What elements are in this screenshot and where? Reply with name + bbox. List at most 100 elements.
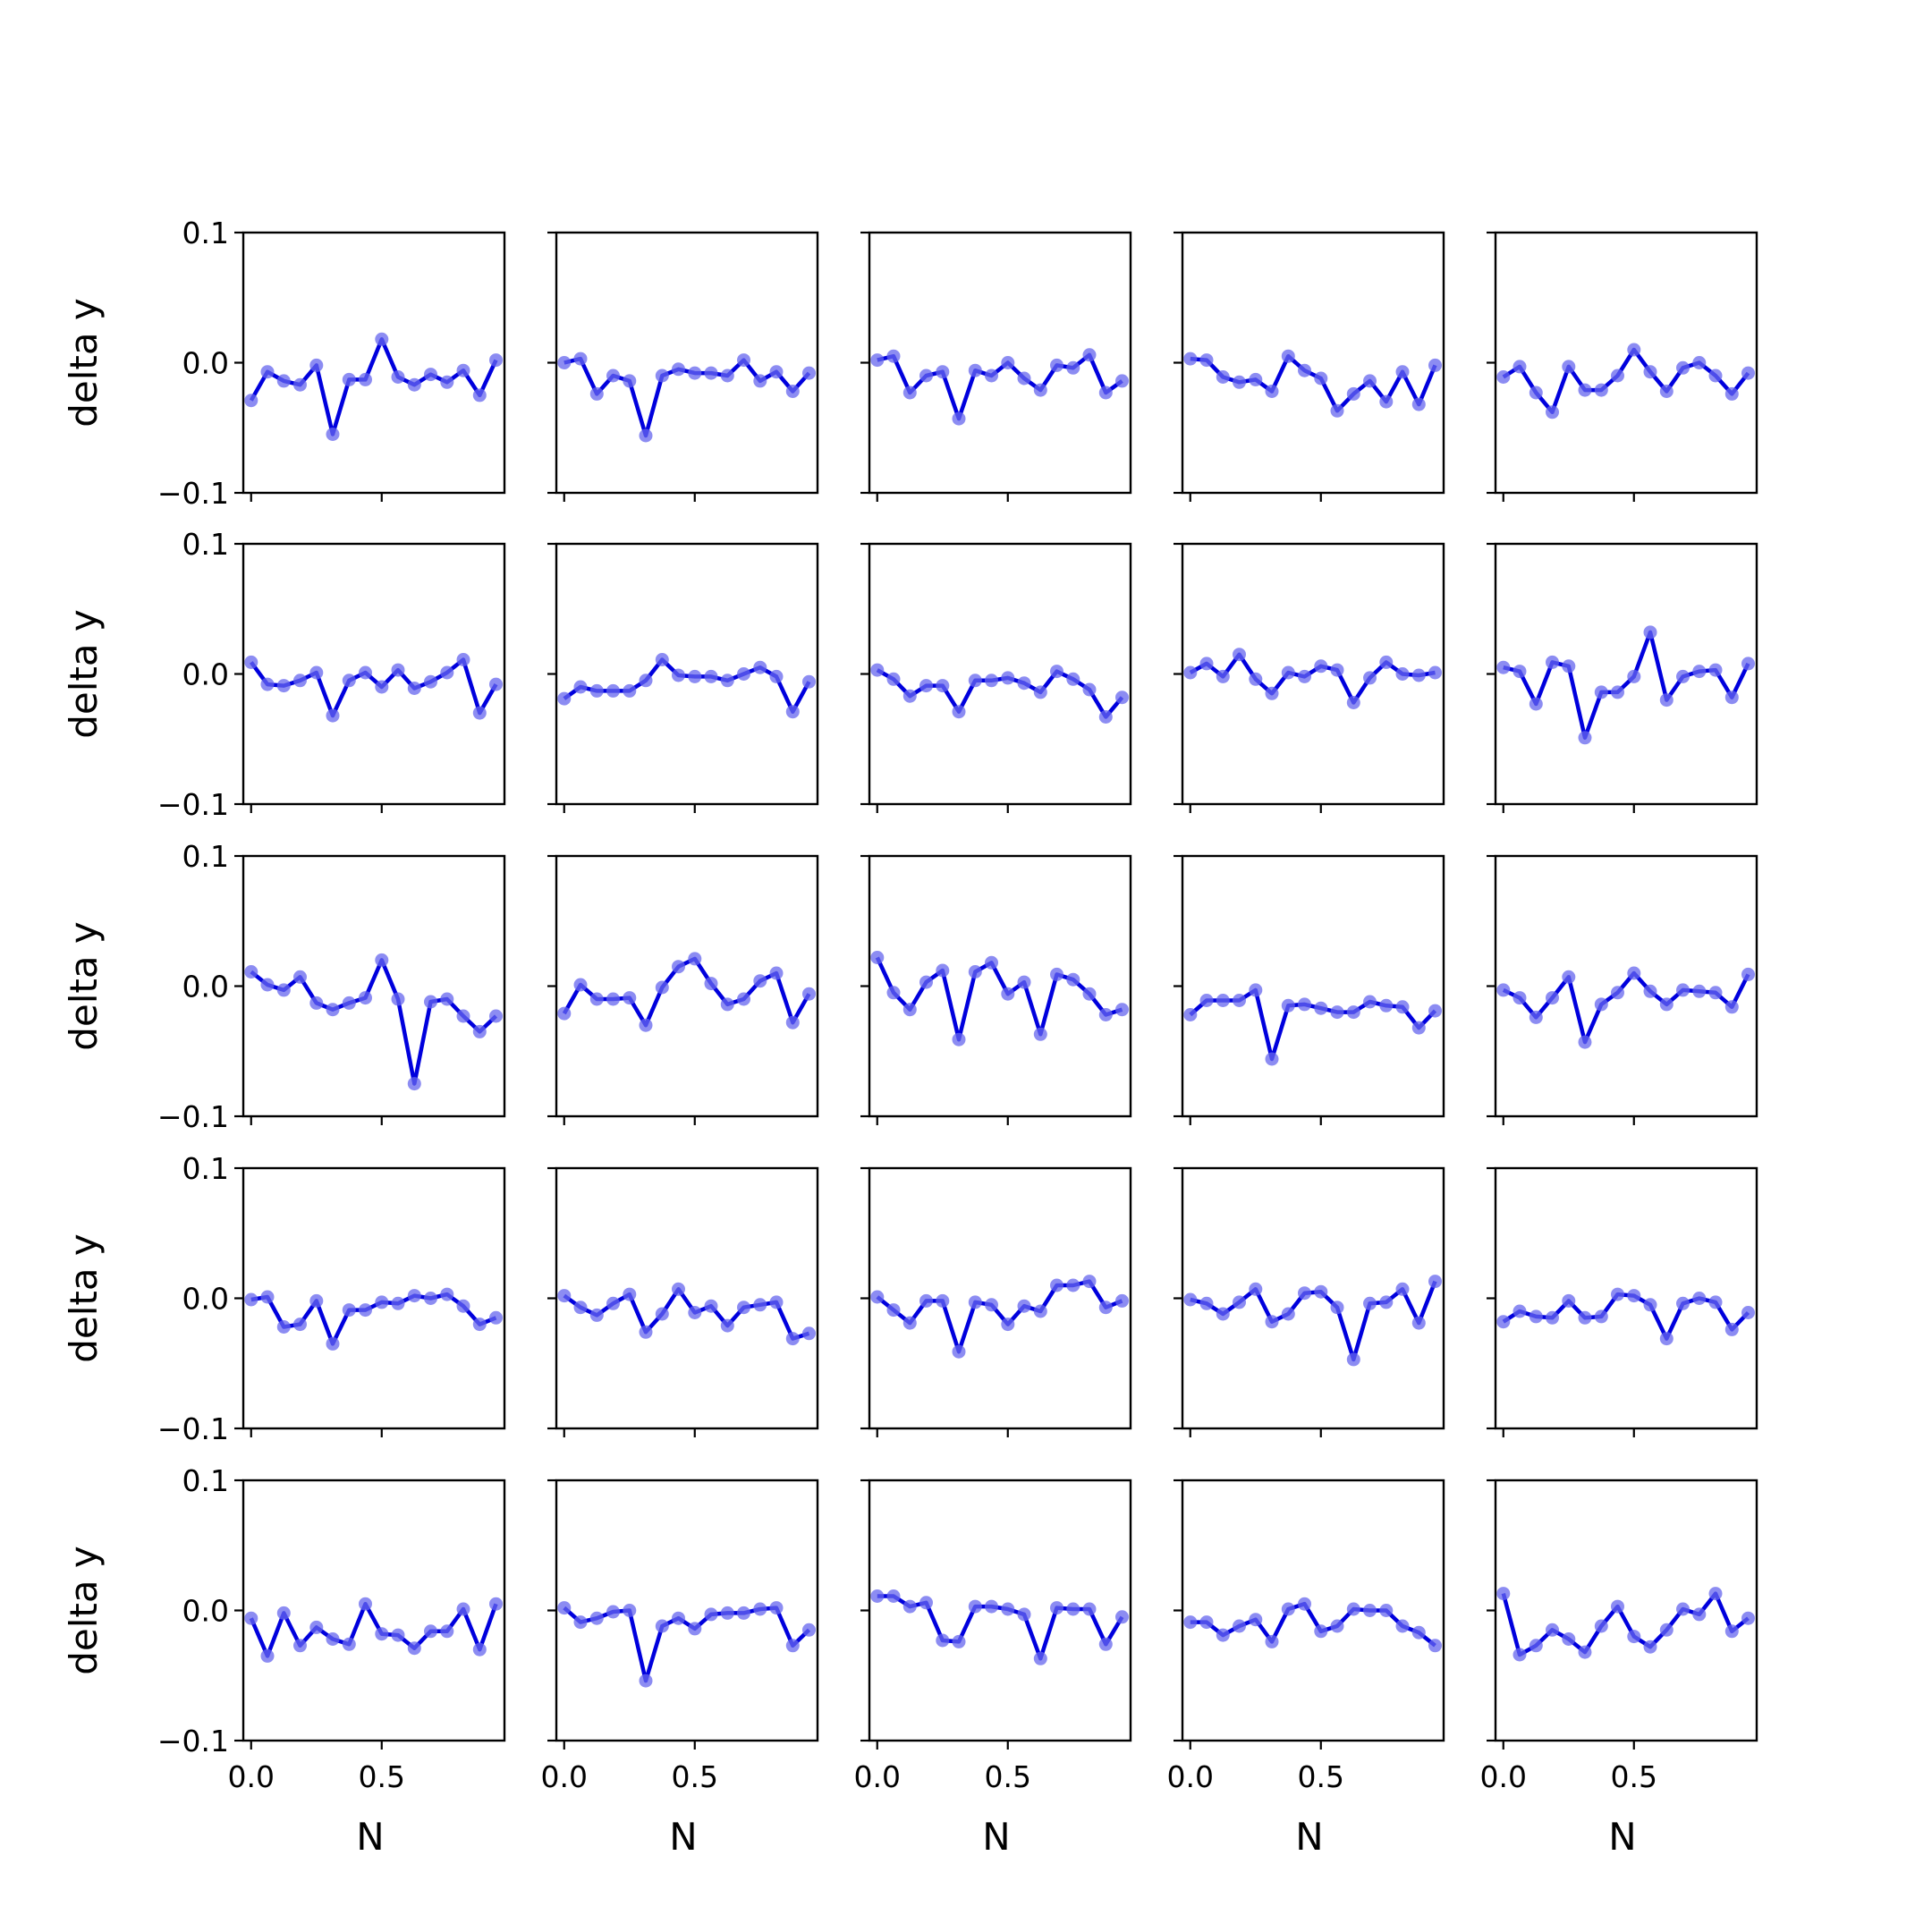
data-point xyxy=(309,358,324,372)
subplot-r2-c4 xyxy=(1174,542,1445,813)
data-point xyxy=(440,665,454,680)
series-line xyxy=(877,1594,1124,1661)
data-point xyxy=(589,683,604,698)
data-point xyxy=(704,366,718,380)
data-point xyxy=(1411,668,1426,682)
data-point xyxy=(1363,374,1377,388)
data-point xyxy=(1627,1630,1641,1644)
data-point xyxy=(672,960,685,974)
data-point xyxy=(244,1611,258,1625)
data-point xyxy=(1281,1602,1295,1616)
subplot-r3-c2 xyxy=(547,854,819,1125)
subplot-r1-c2 xyxy=(547,231,819,502)
data-point xyxy=(1199,353,1214,368)
data-point xyxy=(260,677,275,691)
x-tick-label: 0.0 xyxy=(1167,1759,1214,1794)
data-point xyxy=(623,1604,637,1617)
data-point xyxy=(688,669,702,683)
data-point xyxy=(606,369,620,383)
axes-frame xyxy=(555,854,819,1118)
data-point xyxy=(1066,360,1080,375)
data-point xyxy=(1741,1306,1755,1319)
data-point xyxy=(440,1287,454,1301)
data-point xyxy=(1066,972,1080,987)
data-point xyxy=(424,368,437,382)
y-tick-label: 0.1 xyxy=(182,216,229,250)
data-point xyxy=(1578,1035,1592,1049)
series-line xyxy=(249,337,498,436)
data-point xyxy=(1363,1296,1377,1310)
data-point xyxy=(623,991,637,1005)
data-point xyxy=(1611,986,1624,1000)
data-point xyxy=(1033,383,1047,397)
y-axis-label: delta y xyxy=(62,921,106,1051)
x-tick-label: 0.0 xyxy=(228,1759,275,1794)
data-point xyxy=(1298,669,1311,683)
data-point xyxy=(919,1596,933,1610)
data-point xyxy=(1199,994,1214,1007)
series-line xyxy=(564,356,811,438)
subplot-r5-c5: 0.0 0.5 N xyxy=(1480,1479,1758,1859)
data-point xyxy=(785,705,800,719)
data-point xyxy=(1379,655,1394,669)
data-point xyxy=(326,708,340,723)
data-point xyxy=(244,394,258,408)
data-point xyxy=(1379,998,1394,1013)
data-point xyxy=(1594,1309,1608,1324)
data-point xyxy=(1395,1000,1410,1014)
data-point xyxy=(260,365,275,379)
y-axis-label: delta y xyxy=(62,1233,106,1363)
data-point xyxy=(276,1320,291,1334)
data-point xyxy=(704,669,718,683)
x-axis-label: N xyxy=(1608,1815,1636,1859)
data-point xyxy=(1233,648,1246,662)
x-axis-label: N xyxy=(1295,1815,1323,1859)
data-point xyxy=(1643,625,1657,640)
data-point xyxy=(672,1282,685,1296)
data-point xyxy=(985,1298,998,1312)
data-point xyxy=(1643,1298,1657,1312)
series-line xyxy=(1189,987,1437,1062)
series-line xyxy=(1502,970,1750,1045)
data-point xyxy=(655,369,669,383)
data-point xyxy=(1330,1005,1344,1020)
data-point xyxy=(952,1344,966,1359)
data-point xyxy=(1183,1008,1198,1021)
data-point xyxy=(1314,1284,1328,1299)
data-point xyxy=(1183,1615,1198,1630)
subplot-r5-c3: 0.0 0.5 N xyxy=(854,1479,1132,1859)
data-point xyxy=(1183,665,1198,680)
data-point xyxy=(1098,1637,1113,1651)
data-point xyxy=(342,1637,356,1651)
data-point xyxy=(1529,1010,1543,1024)
data-point xyxy=(785,1639,800,1653)
data-point xyxy=(424,674,437,689)
data-point xyxy=(753,374,767,388)
data-point xyxy=(391,1296,405,1310)
data-point xyxy=(1513,360,1527,374)
data-point xyxy=(1578,1645,1592,1659)
data-point xyxy=(489,677,503,691)
data-point xyxy=(1411,1625,1426,1640)
data-point xyxy=(1017,676,1031,691)
data-point xyxy=(375,332,389,346)
data-point xyxy=(456,1299,470,1313)
subplot-r4-c2 xyxy=(547,1166,819,1437)
axes-frame xyxy=(1181,1166,1445,1430)
data-point xyxy=(1529,1309,1543,1324)
x-tick-label: 0.5 xyxy=(985,1759,1031,1794)
data-point xyxy=(1562,1293,1576,1308)
data-point xyxy=(472,1642,487,1657)
x-tick-label: 0.0 xyxy=(541,1759,588,1794)
data-point xyxy=(1281,349,1295,363)
subplot-r1-c1: 0.1 0.0 −0.1 delta y xyxy=(62,216,506,511)
data-point xyxy=(1216,994,1230,1007)
data-point xyxy=(1082,348,1097,362)
data-point xyxy=(489,353,503,368)
data-point xyxy=(1692,356,1707,369)
data-point xyxy=(688,366,702,380)
data-point xyxy=(886,1589,901,1603)
data-point xyxy=(456,363,470,377)
data-point xyxy=(1098,1301,1113,1315)
data-point xyxy=(1428,1639,1442,1653)
